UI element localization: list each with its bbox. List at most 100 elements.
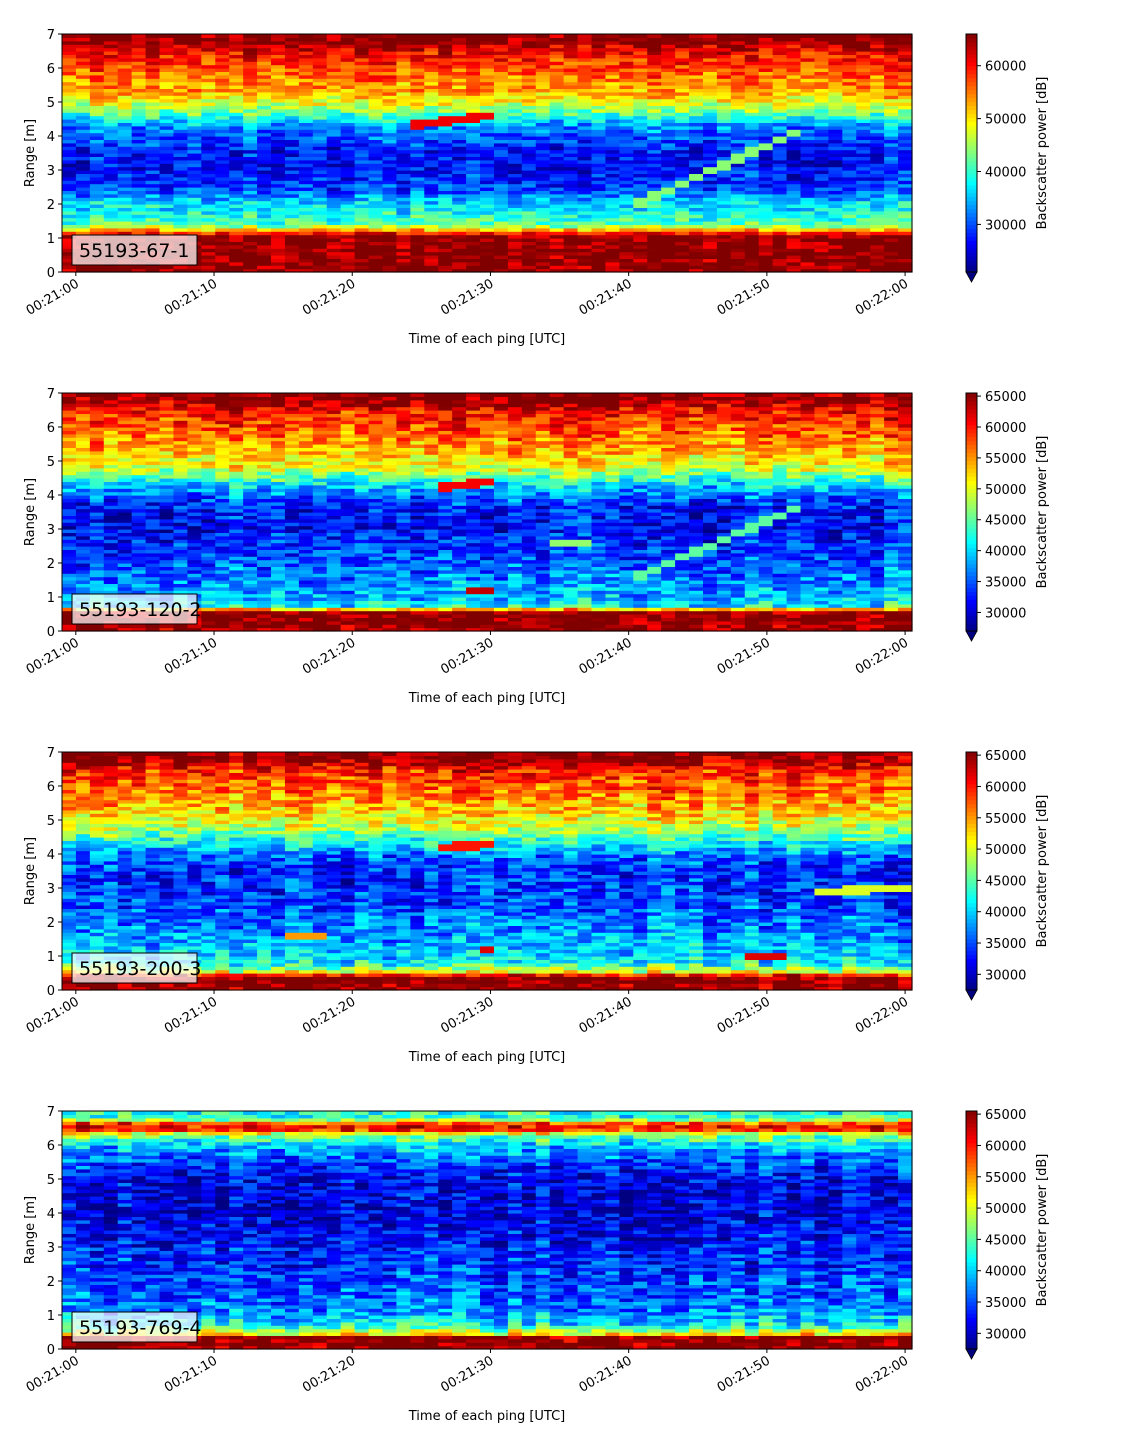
heatmap-cell <box>299 133 314 137</box>
heatmap-cell <box>313 235 328 239</box>
heatmap-cell <box>508 201 523 205</box>
heatmap-cell <box>480 201 495 205</box>
heatmap-cell <box>90 194 105 198</box>
heatmap-cell <box>619 265 634 269</box>
heatmap-cell <box>382 201 397 205</box>
heatmap-cell <box>104 201 119 205</box>
heatmap-cell <box>801 167 816 171</box>
heatmap-cell <box>592 228 607 232</box>
colorbar-tick-label: 50000 <box>985 113 1026 128</box>
heatmap-cell <box>814 201 829 205</box>
heatmap-cell <box>243 211 258 215</box>
colorbar-segment <box>966 145 977 150</box>
heatmap-cell <box>369 194 384 198</box>
heatmap-cell <box>452 265 467 269</box>
colorbar-segment <box>966 173 977 178</box>
colorbar-segment <box>966 137 977 142</box>
heatmap-cell <box>132 218 147 222</box>
heatmap-cell <box>313 177 328 181</box>
heatmap-cell <box>884 218 899 222</box>
heatmap-cell <box>438 235 453 239</box>
heatmap-cell <box>229 194 244 198</box>
heatmap-cell <box>494 218 509 222</box>
heatmap-cell <box>898 252 913 256</box>
heatmap-cell <box>382 150 397 154</box>
heatmap-cell <box>187 160 202 164</box>
colorbar-segment <box>966 34 977 39</box>
heatmap-cell <box>313 252 328 256</box>
heatmap-cell <box>424 218 439 222</box>
heatmap-cell <box>759 201 774 205</box>
heatmap-cell <box>731 228 746 232</box>
heatmap-cell <box>480 235 495 239</box>
heatmap-cell <box>605 150 620 154</box>
heatmap-cell <box>62 505 77 509</box>
colorbar-segment <box>966 205 977 210</box>
heatmap-cell <box>299 252 314 256</box>
heatmap-cell <box>578 252 593 256</box>
heatmap-cell <box>299 228 314 232</box>
heatmap-cell <box>842 177 857 181</box>
colorbar-segment <box>966 109 977 114</box>
heatmap-cell <box>870 235 885 239</box>
heatmap-cell <box>536 34 551 38</box>
heatmap-cell <box>536 133 551 137</box>
heatmap-cell <box>592 265 607 269</box>
colorbar-segment <box>966 157 977 162</box>
heatmap-cell <box>132 34 147 38</box>
heatmap-cell <box>299 184 314 188</box>
heatmap-cell <box>508 211 523 215</box>
heatmap-cell <box>424 194 439 198</box>
heatmap-cell <box>801 265 816 269</box>
heatmap-cell <box>717 201 732 205</box>
heatmap-cell <box>592 252 607 256</box>
heatmap-cell <box>215 228 230 232</box>
colorbar-segment <box>966 244 977 249</box>
heatmap-cell <box>271 143 286 147</box>
heatmap-cell <box>62 34 77 38</box>
heatmap-cell <box>173 34 188 38</box>
heatmap-cell <box>118 177 133 181</box>
heatmap-cell <box>313 143 328 147</box>
heatmap-cell <box>536 194 551 198</box>
heatmap-cell <box>452 252 467 256</box>
heatmap-cell <box>536 201 551 205</box>
heatmap-cell <box>146 34 161 38</box>
heatmap-cell <box>285 133 300 137</box>
heatmap-cell <box>327 34 342 38</box>
heatmap-cell <box>522 160 537 164</box>
heatmap-cell <box>146 505 161 509</box>
heatmap-cell <box>675 201 690 205</box>
heatmap-cell <box>271 177 286 181</box>
heatmap-cell <box>870 133 885 137</box>
heatmap-cell <box>759 245 774 249</box>
colorbar-segment <box>966 193 977 198</box>
heatmap-cell <box>173 133 188 137</box>
heatmap-cell <box>160 201 175 205</box>
heatmap-cell <box>424 211 439 215</box>
heatmap-cell <box>842 143 857 147</box>
heatmap-cell <box>243 34 258 38</box>
heatmap-cell <box>633 201 648 205</box>
heatmap-cell <box>689 201 704 205</box>
heatmap-cell <box>173 167 188 171</box>
heatmap-cell <box>731 265 746 269</box>
heatmap-cell <box>689 150 704 154</box>
heatmap-cell <box>62 201 77 205</box>
y-tick-label: 1 <box>47 232 55 247</box>
heatmap-cell <box>605 265 620 269</box>
heatmap-cell <box>299 265 314 269</box>
heatmap-cell <box>104 454 119 458</box>
heatmap-cell <box>410 160 425 164</box>
heatmap-cell <box>884 143 899 147</box>
heatmap-cell <box>675 228 690 232</box>
heatmap-cell <box>355 211 370 215</box>
heatmap-cell <box>257 218 272 222</box>
heatmap-cell <box>480 245 495 249</box>
heatmap-cell <box>410 150 425 154</box>
heatmap-cell <box>466 265 481 269</box>
heatmap-cell <box>550 143 565 147</box>
heatmap-cell <box>424 34 439 38</box>
heatmap-cell <box>438 150 453 154</box>
colorbar-segment <box>966 38 977 43</box>
